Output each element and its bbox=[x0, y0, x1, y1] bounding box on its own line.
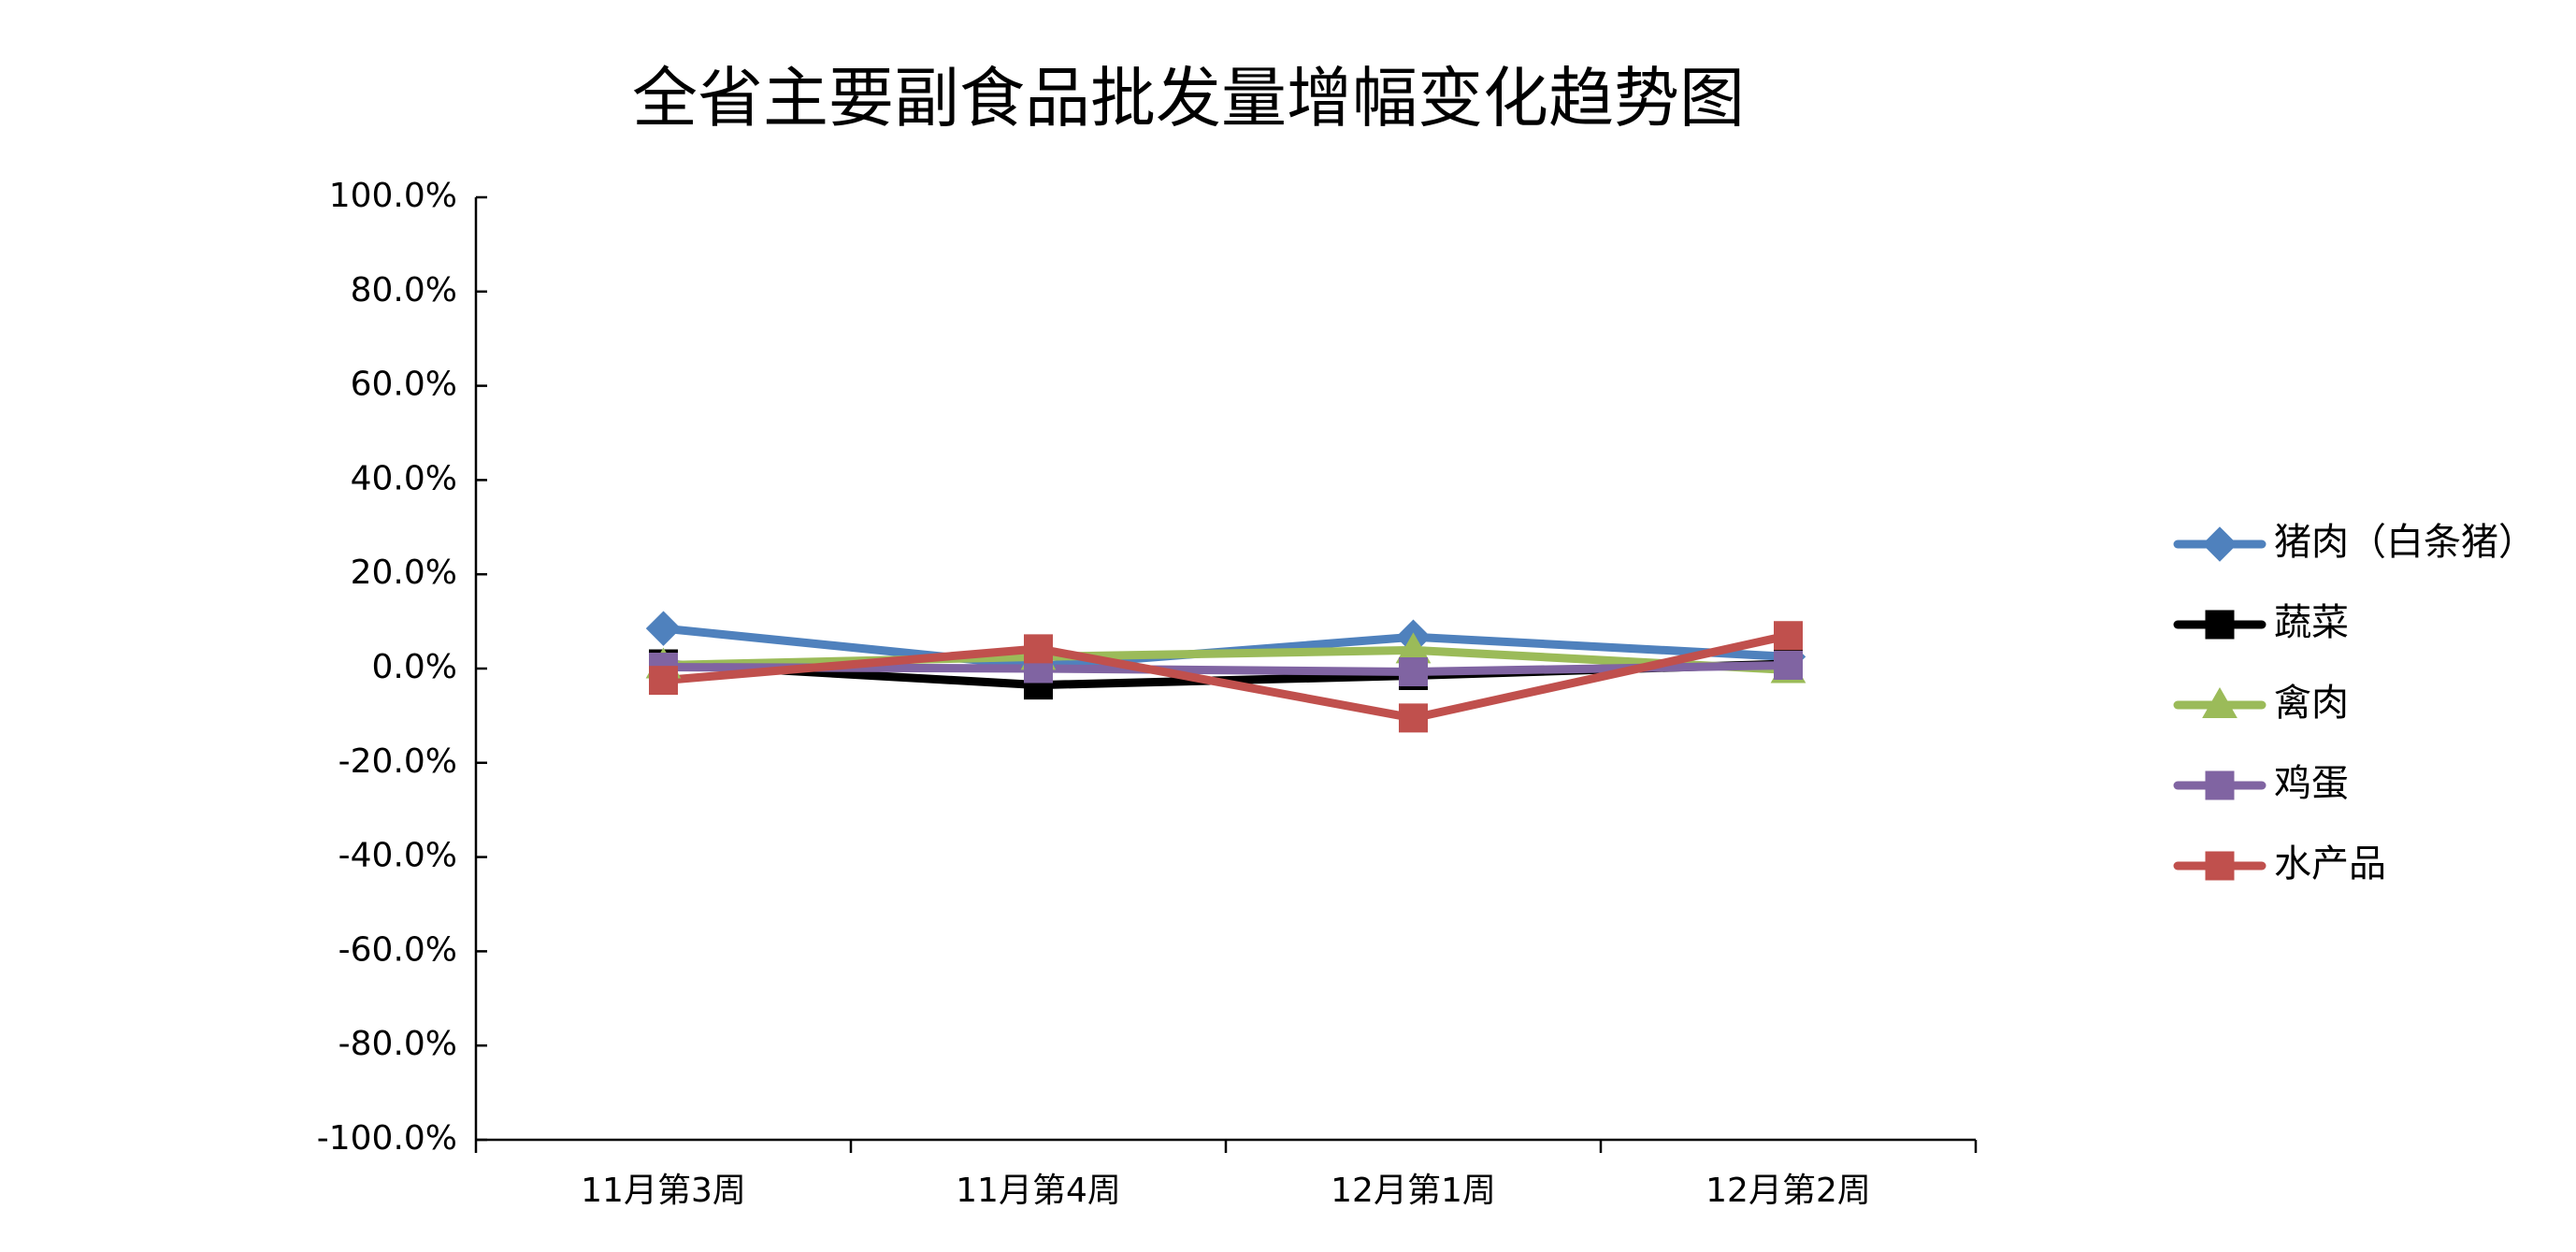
y-tick-label: -80.0% bbox=[338, 1025, 457, 1063]
x-tick-label: 12月第1周 bbox=[1331, 1172, 1496, 1210]
series-line bbox=[663, 631, 1790, 723]
x-tick-label: 11月第3周 bbox=[581, 1172, 746, 1210]
legend-label: 猪肉（白条猪） bbox=[2274, 521, 2536, 564]
legend-label: 蔬菜 bbox=[2274, 601, 2349, 644]
data-point bbox=[649, 666, 678, 696]
legend-marker bbox=[2205, 610, 2235, 640]
y-tick-label: -40.0% bbox=[338, 837, 457, 875]
y-tick-label: 80.0% bbox=[351, 271, 457, 309]
legend-label: 水产品 bbox=[2274, 842, 2386, 885]
chart-title: 全省主要副食品批发量增幅变化趋势图 bbox=[632, 60, 1745, 137]
data-point bbox=[1399, 657, 1428, 687]
y-tick-label: 20.0% bbox=[351, 554, 457, 592]
y-tick-label: 40.0% bbox=[351, 459, 457, 497]
data-point bbox=[645, 611, 682, 646]
y-tick-label: 60.0% bbox=[351, 366, 457, 404]
data-point bbox=[1774, 621, 1803, 651]
data-point bbox=[1024, 634, 1053, 664]
y-tick-label: -20.0% bbox=[338, 742, 457, 781]
data-point bbox=[1774, 650, 1803, 680]
y-tick-label: -100.0% bbox=[317, 1119, 457, 1158]
legend-label: 鸡蛋 bbox=[2274, 762, 2349, 805]
y-tick-label: 0.0% bbox=[372, 648, 457, 686]
legend-marker bbox=[2205, 770, 2235, 800]
legend-marker bbox=[2202, 526, 2238, 562]
data-point bbox=[1399, 703, 1428, 733]
legend-marker bbox=[2205, 851, 2235, 881]
legend-label: 禽肉 bbox=[2274, 682, 2349, 725]
legend-marker bbox=[2202, 686, 2238, 718]
x-tick-label: 12月第2周 bbox=[1705, 1172, 1871, 1210]
y-tick-label: 100.0% bbox=[329, 177, 457, 215]
y-tick-label: -60.0% bbox=[338, 930, 457, 969]
x-tick-label: 11月第4周 bbox=[956, 1172, 1121, 1210]
